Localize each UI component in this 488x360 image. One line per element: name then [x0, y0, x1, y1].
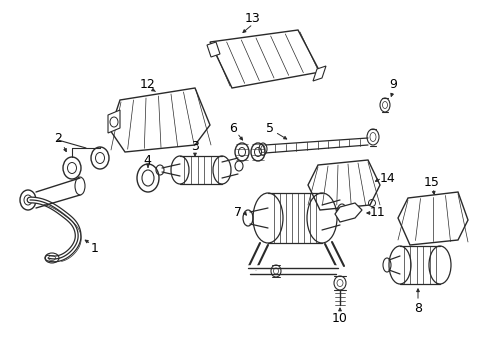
Polygon shape [110, 88, 209, 152]
Text: 6: 6 [228, 122, 237, 135]
Polygon shape [209, 30, 319, 88]
Text: 11: 11 [369, 207, 385, 220]
Text: 13: 13 [244, 12, 260, 24]
Polygon shape [397, 192, 467, 245]
Text: 2: 2 [54, 131, 62, 144]
Text: 8: 8 [413, 302, 421, 315]
Polygon shape [108, 110, 120, 133]
Text: 4: 4 [143, 153, 151, 166]
Polygon shape [206, 42, 220, 57]
Text: 1: 1 [91, 242, 99, 255]
Text: 3: 3 [191, 139, 199, 153]
Text: 9: 9 [388, 77, 396, 90]
Text: 14: 14 [379, 171, 395, 184]
Polygon shape [307, 160, 379, 210]
Text: 15: 15 [423, 175, 439, 189]
Text: 5: 5 [265, 122, 273, 135]
Polygon shape [334, 203, 361, 222]
Text: 10: 10 [331, 311, 347, 324]
Text: 7: 7 [234, 206, 242, 219]
Polygon shape [312, 66, 325, 81]
Text: 12: 12 [140, 77, 156, 90]
